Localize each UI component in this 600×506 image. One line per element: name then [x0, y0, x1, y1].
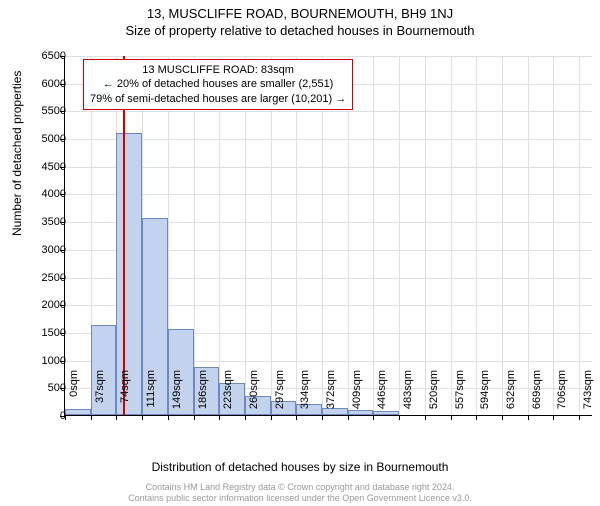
ytick-label: 1500	[16, 327, 66, 339]
xtick-mark	[194, 415, 195, 420]
gridline-v	[476, 56, 477, 415]
xtick-label: 260sqm	[248, 370, 260, 409]
xtick-mark	[296, 415, 297, 420]
xtick-mark	[142, 415, 143, 420]
xtick-mark	[168, 415, 169, 420]
xtick-label: 706sqm	[556, 370, 568, 409]
annotation-line: 79% of semi-detached houses are larger (…	[90, 92, 346, 106]
xtick-mark	[373, 415, 374, 420]
histogram-bar	[65, 409, 91, 415]
ytick-label: 4000	[16, 188, 66, 200]
ytick-label: 2500	[16, 272, 66, 284]
xtick-mark	[245, 415, 246, 420]
xtick-mark	[476, 415, 477, 420]
gridline-v	[553, 56, 554, 415]
xtick-mark	[425, 415, 426, 420]
gridline-v	[373, 56, 374, 415]
gridline-h	[65, 56, 592, 57]
ytick-label: 3000	[16, 244, 66, 256]
xtick-mark	[502, 415, 503, 420]
gridline-h	[65, 167, 592, 168]
xtick-mark	[579, 415, 580, 420]
xtick-mark	[271, 415, 272, 420]
x-axis-label: Distribution of detached houses by size …	[0, 460, 600, 474]
histogram-bar	[322, 408, 348, 415]
ytick-label: 6000	[16, 78, 66, 90]
ytick-label: 3500	[16, 216, 66, 228]
xtick-label: 149sqm	[171, 370, 183, 409]
ytick-label: 6500	[16, 50, 66, 62]
xtick-mark	[528, 415, 529, 420]
ytick-label: 5500	[16, 105, 66, 117]
footer-line-1: Contains HM Land Registry data © Crown c…	[146, 482, 455, 492]
xtick-label: 409sqm	[351, 370, 363, 409]
plot-area: 13 MUSCLIFFE ROAD: 83sqm← 20% of detache…	[64, 56, 592, 416]
histogram-bar	[373, 411, 399, 415]
ytick-label: 2000	[16, 299, 66, 311]
xtick-label: 111sqm	[145, 370, 157, 408]
ytick-label: 5000	[16, 133, 66, 145]
xtick-mark	[116, 415, 117, 420]
xtick-label: 743sqm	[582, 370, 594, 409]
xtick-mark	[322, 415, 323, 420]
chart-container: 13 MUSCLIFFE ROAD: 83sqm← 20% of detache…	[64, 56, 592, 416]
gridline-v	[528, 56, 529, 415]
xtick-label: 632sqm	[505, 370, 517, 409]
xtick-label: 594sqm	[479, 370, 491, 409]
ytick-label: 500	[16, 382, 66, 394]
xtick-label: 74sqm	[119, 370, 131, 403]
xtick-label: 297sqm	[274, 370, 286, 409]
y-axis-label: Number of detached properties	[10, 71, 24, 236]
page-title: 13, MUSCLIFFE ROAD, BOURNEMOUTH, BH9 1NJ	[0, 6, 600, 21]
gridline-h	[65, 111, 592, 112]
gridline-v	[425, 56, 426, 415]
xtick-mark	[553, 415, 554, 420]
annotation-box: 13 MUSCLIFFE ROAD: 83sqm← 20% of detache…	[83, 59, 353, 110]
ytick-label: 0	[16, 410, 66, 422]
annotation-line: ← 20% of detached houses are smaller (2,…	[90, 77, 346, 91]
gridline-v	[451, 56, 452, 415]
gridline-v	[579, 56, 580, 415]
gridline-v	[502, 56, 503, 415]
page-subtitle: Size of property relative to detached ho…	[0, 23, 600, 38]
footer-line-2: Contains public sector information licen…	[128, 493, 472, 503]
xtick-label: 0sqm	[68, 370, 80, 397]
gridline-h	[65, 139, 592, 140]
xtick-label: 223sqm	[222, 370, 234, 409]
ytick-label: 1000	[16, 355, 66, 367]
xtick-label: 37sqm	[94, 370, 106, 403]
xtick-label: 520sqm	[428, 370, 440, 409]
xtick-mark	[91, 415, 92, 420]
xtick-mark	[451, 415, 452, 420]
xtick-label: 186sqm	[197, 370, 209, 409]
footer: Contains HM Land Registry data © Crown c…	[0, 482, 600, 504]
gridline-h	[65, 194, 592, 195]
ytick-label: 4500	[16, 161, 66, 173]
annotation-line: 13 MUSCLIFFE ROAD: 83sqm	[90, 63, 346, 77]
xtick-label: 334sqm	[299, 370, 311, 409]
xtick-label: 557sqm	[454, 370, 466, 409]
histogram-bar	[348, 410, 374, 415]
xtick-label: 372sqm	[325, 370, 337, 409]
xtick-label: 483sqm	[402, 370, 414, 409]
xtick-mark	[399, 415, 400, 420]
xtick-mark	[348, 415, 349, 420]
xtick-label: 669sqm	[531, 370, 543, 409]
gridline-v	[399, 56, 400, 415]
xtick-label: 446sqm	[376, 370, 388, 409]
xtick-mark	[219, 415, 220, 420]
